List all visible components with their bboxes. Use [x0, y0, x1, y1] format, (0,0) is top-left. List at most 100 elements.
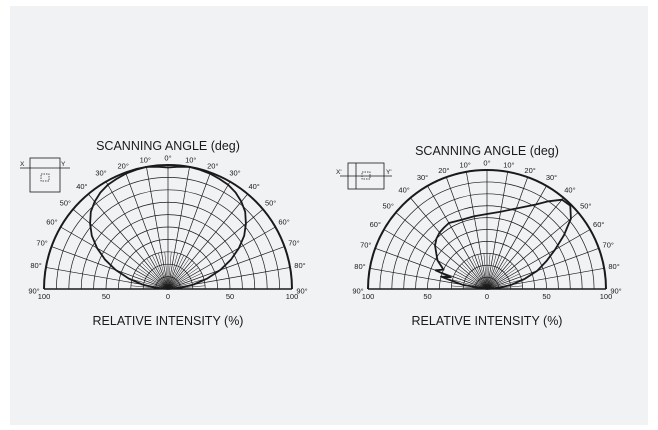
grid-spoke-fine [167, 258, 190, 290]
grid-spoke [167, 181, 231, 290]
data-point [545, 260, 547, 262]
data-point [570, 218, 572, 220]
angle-tick-label: 50° [383, 202, 394, 211]
grid-spoke-fine [167, 255, 184, 290]
chip-outline [40, 173, 50, 182]
grid-spoke [167, 209, 264, 290]
angle-tick-label: 70° [360, 240, 371, 249]
grid-spoke-fine [486, 256, 503, 290]
grid-spoke-fine [164, 251, 169, 290]
grid-spoke-fine [486, 268, 517, 290]
data-point [206, 277, 209, 280]
data-point [127, 277, 130, 280]
grid-spoke [410, 197, 488, 290]
data-point [461, 284, 463, 286]
data-point [486, 288, 488, 290]
angle-tick-label: 80° [30, 261, 41, 270]
grid-spoke [486, 212, 579, 290]
grid-spoke-fine [167, 262, 195, 290]
angle-tick-label: 30° [546, 173, 557, 182]
intensity-tick-label: 50 [542, 292, 550, 301]
grid-spoke [427, 185, 488, 290]
intensity-tick-label: 100 [286, 292, 299, 301]
data-point [554, 249, 556, 251]
angle-tick-label: 30° [95, 168, 106, 177]
data-point [94, 201, 96, 203]
angle-tick-label: 20° [438, 166, 449, 175]
data-point [178, 166, 180, 168]
angle-tick-label: 60° [370, 220, 381, 229]
data-point [156, 166, 158, 168]
grid-spoke-fine [483, 253, 488, 290]
grid-spoke-fine [132, 279, 169, 290]
angle-tick-label: 0° [483, 159, 490, 168]
grid-spoke-fine [461, 263, 488, 290]
grid-spoke-fine [167, 251, 172, 290]
data-point [107, 184, 109, 186]
data-point [209, 173, 211, 175]
angle-tick-label: 50° [265, 198, 276, 207]
data-point [219, 269, 222, 271]
grid-spoke [375, 247, 488, 290]
data-point [167, 288, 169, 290]
data-point [473, 215, 475, 217]
data-point [561, 199, 563, 201]
data-point [188, 166, 191, 168]
package-outline [29, 157, 61, 193]
data-point [135, 169, 137, 171]
data-point [141, 283, 143, 286]
grid-spoke-fine [167, 267, 199, 290]
data-point [193, 283, 195, 286]
data-point [116, 178, 118, 180]
angle-tick-label: 80° [294, 261, 305, 270]
data-point [99, 191, 102, 194]
grid-spoke-fine [486, 273, 520, 290]
angle-tick-label: 10° [459, 160, 470, 169]
grid-spoke-fine [486, 253, 491, 290]
grid-spoke-fine [134, 273, 169, 290]
data-point [435, 252, 437, 255]
data-point [155, 287, 157, 289]
grid-spoke-fine [477, 254, 488, 290]
angle-tick-label: 90° [296, 287, 307, 296]
figure-panel [10, 6, 648, 425]
grid-spoke [51, 246, 169, 290]
y-axis-marker: Y [61, 161, 66, 168]
grid-spoke-fine [486, 279, 522, 290]
data-point [438, 231, 441, 234]
angle-tick-label: 50° [580, 202, 591, 211]
data-point [114, 269, 117, 271]
data-point [436, 259, 439, 262]
grid-spoke [167, 193, 248, 290]
data-point [96, 247, 98, 249]
data-point [234, 191, 237, 194]
grid-spoke-fine [486, 263, 513, 290]
angle-tick-label: 60° [278, 218, 289, 227]
chip-outline [361, 171, 371, 180]
data-point [536, 270, 538, 272]
grid-spoke-fine [457, 268, 488, 290]
grid-spoke [486, 247, 599, 290]
data-point [569, 205, 571, 207]
grid-spoke [486, 197, 564, 290]
data-point [500, 211, 502, 213]
grid-spoke [486, 185, 547, 290]
grid-spoke [167, 172, 211, 290]
grid-spoke [72, 209, 169, 290]
grid-spoke [146, 166, 169, 290]
intensity-tick-label: 0 [485, 292, 489, 301]
angle-tick-label: 90° [28, 287, 39, 296]
grid-spoke-fine [152, 255, 169, 290]
polar-chart-1: SCANNING ANGLE (deg) RELATIVE INTENSITY (… [20, 139, 308, 328]
grid-spoke [125, 172, 169, 290]
angle-tick-label: 70° [603, 240, 614, 249]
data-point [230, 259, 232, 261]
data-point [498, 287, 500, 289]
angle-tick-label: 0° [164, 154, 171, 163]
data-point [434, 269, 437, 271]
grid-spoke [167, 166, 190, 290]
angle-tick-label: 60° [593, 220, 604, 229]
grid-spoke [167, 226, 276, 290]
data-point [443, 226, 445, 229]
data-point [448, 222, 450, 224]
